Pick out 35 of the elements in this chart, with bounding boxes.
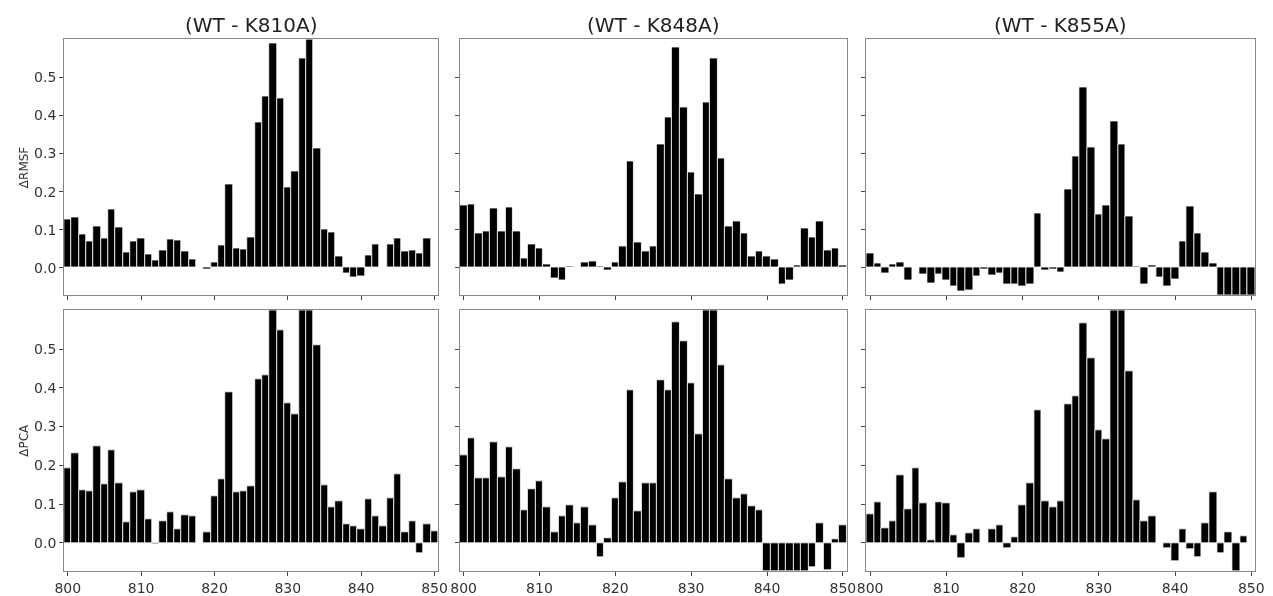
x-tick-label: 810 bbox=[127, 580, 155, 596]
y-axis-title: ΔRMSF bbox=[17, 146, 32, 189]
x-tick-label: 840 bbox=[347, 580, 375, 596]
y-tick-label: 0.5 bbox=[34, 340, 57, 357]
x-tick-label: 800 bbox=[450, 580, 477, 596]
y-tick-label: 0.3 bbox=[34, 145, 57, 162]
y-tick-label: 0.2 bbox=[34, 457, 57, 474]
y-tick-label: 0.1 bbox=[34, 221, 57, 238]
y-tick-label: 0.5 bbox=[34, 69, 57, 86]
x-tick-label: 820 bbox=[1009, 580, 1036, 596]
x-tick-label: 840 bbox=[1161, 580, 1189, 596]
y-tick-label: 0.0 bbox=[34, 534, 57, 551]
x-tick-label: 800 bbox=[856, 580, 884, 596]
x-tick-label: 820 bbox=[201, 580, 228, 596]
y-tick-label: 0.1 bbox=[34, 496, 57, 513]
x-tick-label: 830 bbox=[274, 580, 302, 596]
x-tick-label: 830 bbox=[1085, 580, 1113, 596]
chart-title: (WT - K848A) bbox=[587, 13, 720, 37]
y-tick-label: 0.3 bbox=[34, 418, 57, 435]
x-tick-label: 850 bbox=[1237, 580, 1265, 596]
x-tick-label: 800 bbox=[54, 580, 82, 596]
y-tick-label: 0.0 bbox=[34, 259, 57, 276]
x-tick-label: 850 bbox=[421, 580, 448, 596]
x-tick-label: 810 bbox=[933, 580, 960, 596]
y-tick-label: 0.2 bbox=[34, 183, 57, 200]
chart-title: (WT - K855A) bbox=[994, 13, 1127, 37]
x-tick-label: 840 bbox=[753, 580, 781, 596]
y-axis-title: ΔPCA bbox=[17, 423, 32, 457]
x-tick-label: 850 bbox=[829, 580, 857, 596]
y-tick-label: 0.4 bbox=[34, 379, 57, 396]
chart-title: (WT - K810A) bbox=[185, 13, 318, 37]
x-tick-label: 810 bbox=[526, 580, 553, 596]
x-tick-label: 830 bbox=[677, 580, 705, 596]
y-tick-label: 0.4 bbox=[34, 107, 57, 124]
x-tick-label: 820 bbox=[601, 580, 629, 596]
